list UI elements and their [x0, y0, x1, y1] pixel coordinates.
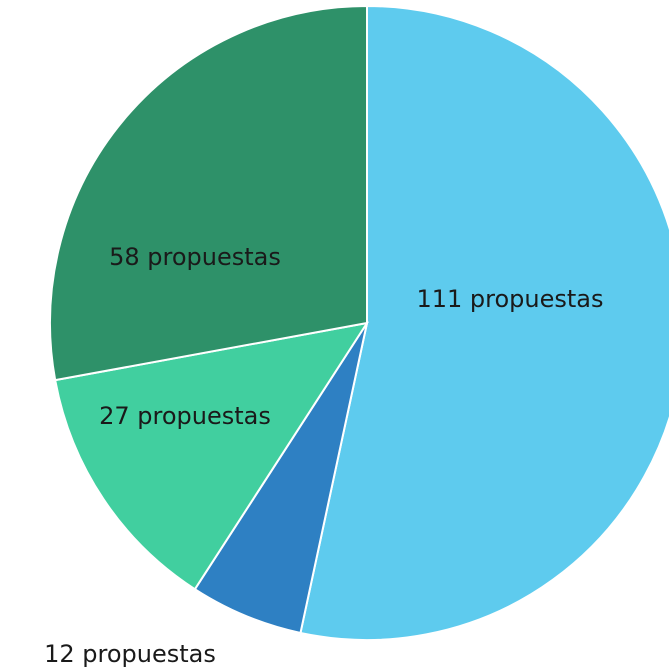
data-label: 111 propuestas [416, 285, 603, 313]
pie-slice [54, 321, 370, 591]
data-label: 58 propuestas [109, 243, 281, 271]
data-label: 12 propuestas [44, 640, 216, 668]
data-label: 27 propuestas [99, 402, 271, 430]
pie-slice [49, 4, 368, 382]
pie-slice [299, 4, 669, 641]
